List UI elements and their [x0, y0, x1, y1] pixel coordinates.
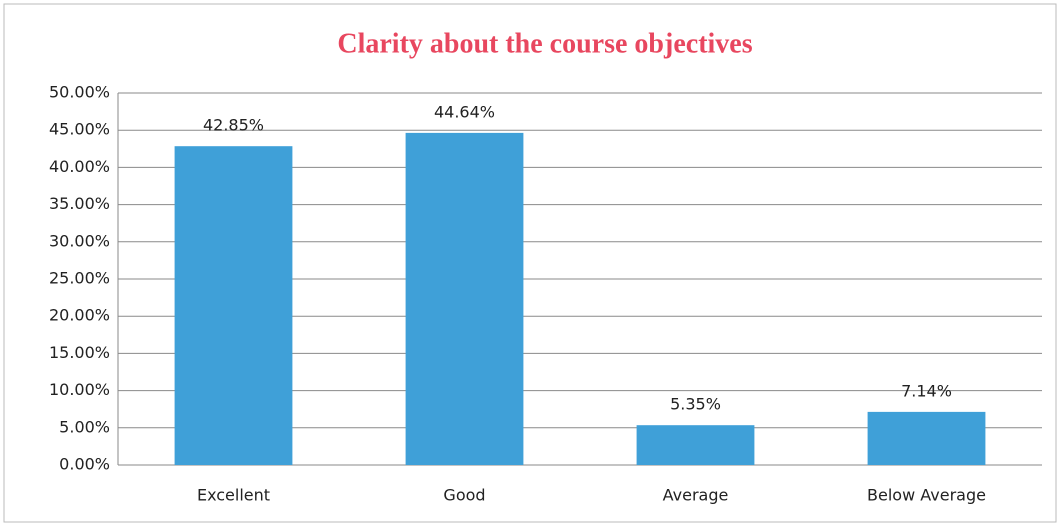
- y-tick-label: 15.00%: [49, 343, 110, 362]
- y-tick-label: 30.00%: [49, 231, 110, 250]
- y-tick-label: 10.00%: [49, 380, 110, 399]
- y-tick-label: 20.00%: [49, 306, 110, 325]
- y-tick-label: 5.00%: [59, 417, 110, 436]
- bar: [867, 411, 986, 465]
- value-label: 44.64%: [434, 102, 495, 121]
- y-tick-label: 40.00%: [49, 157, 110, 176]
- x-tick-label: Below Average: [867, 486, 986, 505]
- y-tick-label: 50.00%: [49, 83, 110, 102]
- y-tick-label: 25.00%: [49, 269, 110, 288]
- value-label: 7.14%: [901, 381, 952, 400]
- chart-title: Clarity about the course objectives: [337, 28, 752, 59]
- x-tick-label: Excellent: [197, 486, 270, 505]
- bar: [405, 132, 524, 465]
- y-tick-label: 0.00%: [59, 455, 110, 474]
- value-label: 5.35%: [670, 395, 721, 414]
- x-tick-label: Good: [443, 486, 485, 505]
- y-tick-label: 45.00%: [49, 120, 110, 139]
- bar: [174, 146, 293, 466]
- bar: [636, 425, 755, 465]
- y-tick-label: 35.00%: [49, 194, 110, 213]
- x-tick-label: Average: [663, 486, 729, 505]
- value-label: 42.85%: [203, 116, 264, 135]
